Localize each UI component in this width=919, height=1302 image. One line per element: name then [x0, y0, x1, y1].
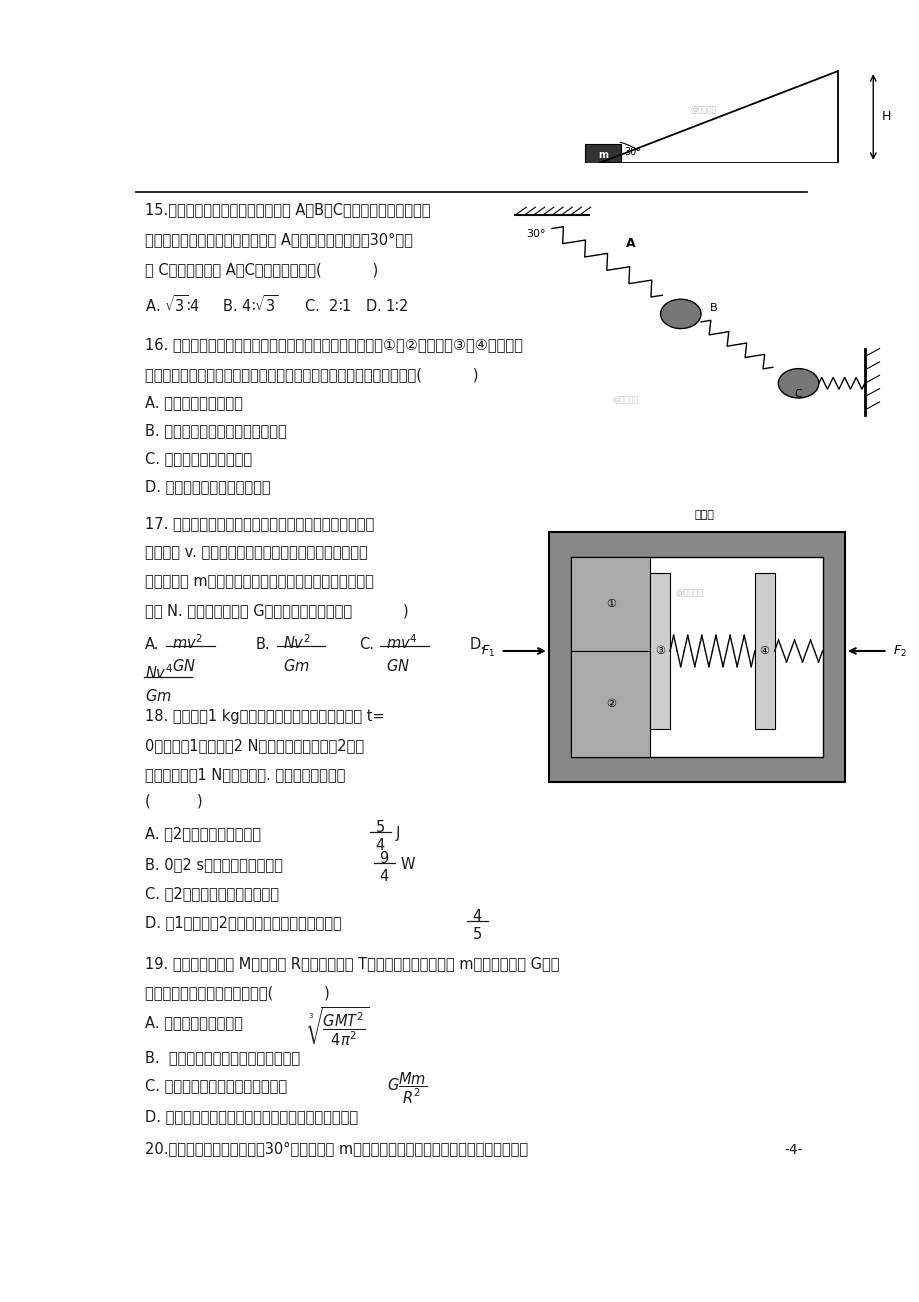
Text: $mv^{2}$: $mv^{2}$	[172, 634, 203, 652]
Circle shape	[777, 368, 818, 398]
FancyBboxPatch shape	[650, 573, 669, 729]
Text: 17. 一卫星绕某一行星表面附近做匀速圆周运动，其线速: 17. 一卫星绕某一行星表面附近做匀速圆周运动，其线速	[145, 516, 374, 531]
Text: $5$: $5$	[471, 926, 482, 943]
Text: 15.如图所示，用完全相同的轻弹簧 A、B、C将两个相同的小球连接: 15.如图所示，用完全相同的轻弹簧 A、B、C将两个相同的小球连接	[145, 202, 430, 217]
Text: $9$: $9$	[379, 850, 390, 866]
Text: 受到同方向的1 N的外力作用. 下列判断正确的是: 受到同方向的1 N的外力作用. 下列判断正确的是	[145, 767, 345, 781]
Text: A: A	[625, 237, 634, 250]
Text: $5$: $5$	[375, 819, 385, 835]
Text: W: W	[400, 857, 414, 872]
Text: J: J	[395, 825, 399, 841]
Text: -4-: -4-	[784, 1143, 802, 1156]
Text: $4$: $4$	[379, 868, 390, 884]
Text: $Gm$: $Gm$	[145, 687, 171, 703]
Text: 30°: 30°	[623, 147, 641, 158]
Text: @正确教育: @正确教育	[612, 395, 638, 404]
Text: 20.如图，一固定斜面倾角为30°，一质量为 m的小物块自斜面底端以一定的初速度，沿斜面: 20.如图，一固定斜面倾角为30°，一质量为 m的小物块自斜面底端以一定的初速度…	[145, 1141, 528, 1156]
Text: D. 第1秒内与第2秒内质点动能增加量的比值是: D. 第1秒内与第2秒内质点动能增加量的比值是	[145, 915, 341, 930]
Text: ④: ④	[759, 646, 769, 656]
Text: A. 卫星距地面的高度为: A. 卫星距地面的高度为	[145, 1016, 243, 1030]
Text: 楔块与弹簧盒、垫板间均有摩擦。在车厢相互撞击使弹簧压缩的过程中(           ): 楔块与弹簧盒、垫板间均有摩擦。在车厢相互撞击使弹簧压缩的过程中( )	[145, 367, 478, 381]
Text: 并悬挂，小球处于静止状态，弹簧 A与竖直方向的夹角为30°，弹: 并悬挂，小球处于静止状态，弹簧 A与竖直方向的夹角为30°，弹	[145, 233, 413, 247]
Text: 数为 N. 已知引力常量为 G，则这颗行星的质量为           ): 数为 N. 已知引力常量为 G，则这颗行星的质量为 )	[145, 603, 408, 618]
Text: B.  卫星的运行速度小于第一宇宙速度: B. 卫星的运行速度小于第一宇宙速度	[145, 1051, 300, 1065]
Text: B. 0～2 s内外力的平均功率是: B. 0～2 s内外力的平均功率是	[145, 857, 282, 872]
Text: B: B	[709, 303, 717, 314]
Text: C. 摩擦力做功消耗机械能: C. 摩擦力做功消耗机械能	[145, 450, 252, 466]
Text: C. 卫星运行时受到的向心力大小为: C. 卫星运行时受到的向心力大小为	[145, 1078, 287, 1094]
Text: $mv^{4}$: $mv^{4}$	[386, 634, 417, 652]
Text: ②: ②	[605, 699, 615, 710]
Text: $F_1$: $F_1$	[481, 643, 494, 659]
Text: @正确教育: @正确教育	[675, 587, 703, 596]
Text: 16. 如图是安装在列车车厢之间的摩擦缓冲器结构图。图中①和②为楔块，③和④为垫板，: 16. 如图是安装在列车车厢之间的摩擦缓冲器结构图。图中①和②为楔块，③和④为垫…	[145, 337, 522, 352]
FancyBboxPatch shape	[584, 145, 620, 163]
Text: ①: ①	[605, 599, 615, 609]
Text: B. 弹簧的弹性势能全部转化为动能: B. 弹簧的弹性势能全部转化为动能	[145, 423, 287, 437]
Text: $4$: $4$	[375, 837, 385, 853]
Text: D. 垫板的动能全部转化为内能: D. 垫板的动能全部转化为内能	[145, 479, 270, 493]
FancyBboxPatch shape	[548, 533, 845, 783]
Text: 19. 已知地球质量为 M，半径为 R，自转周期为 T，地球同步卫星质量为 m，引力常量为 G，有: 19. 已知地球质量为 M，半径为 R，自转周期为 T，地球同步卫星质量为 m，…	[145, 956, 559, 971]
Text: @正确教育: @正确教育	[690, 105, 716, 113]
Text: 30°: 30°	[526, 229, 545, 238]
Text: A. $\sqrt{3}$∶4     B. 4∶$\sqrt{3}$      C.  2∶1   D. 1∶2: A. $\sqrt{3}$∶4 B. 4∶$\sqrt{3}$ C. 2∶1 D…	[145, 293, 408, 315]
FancyBboxPatch shape	[754, 573, 774, 729]
Text: $F_2$: $F_2$	[892, 643, 906, 659]
Text: A. 第2秒内外力所做的功是: A. 第2秒内外力所做的功是	[145, 825, 261, 841]
Text: C: C	[794, 388, 801, 398]
Text: 关同步卫星，下列表述正确的是(           ): 关同步卫星，下列表述正确的是( )	[145, 986, 329, 1000]
Text: $Nv^{4}$: $Nv^{4}$	[145, 664, 173, 682]
Text: $4$: $4$	[471, 909, 482, 924]
FancyBboxPatch shape	[571, 557, 822, 758]
Text: 弹簧盒: 弹簧盒	[693, 510, 713, 521]
Text: $GN$: $GN$	[172, 658, 196, 673]
Text: ③: ③	[654, 646, 664, 656]
Text: C.: C.	[358, 638, 373, 652]
Text: 量一质量为 m的物体重力，物体静止时，弹簧测力计的示: 量一质量为 m的物体重力，物体静止时，弹簧测力计的示	[145, 574, 373, 590]
Text: $Gm$: $Gm$	[282, 658, 309, 673]
Text: m: m	[597, 150, 607, 160]
Text: 18. 一质量为1 kg的质点静止于光滑水平面上，从 t=: 18. 一质量为1 kg的质点静止于光滑水平面上，从 t=	[145, 708, 384, 724]
Text: A. 缓冲器的机械能守恒: A. 缓冲器的机械能守恒	[145, 395, 243, 410]
Circle shape	[660, 299, 700, 328]
Text: B.: B.	[255, 638, 270, 652]
Text: 0时起，第1秒内受到2 N的水平外力作用，第2秒内: 0时起，第1秒内受到2 N的水平外力作用，第2秒内	[145, 738, 364, 753]
Text: D.: D.	[469, 638, 485, 652]
Text: D. 卫星运行的向心加速度小于地球表面的重力加速度: D. 卫星运行的向心加速度小于地球表面的重力加速度	[145, 1109, 357, 1125]
Text: (          ): ( )	[145, 794, 202, 809]
Text: H: H	[881, 111, 891, 124]
Text: $G\dfrac{Mm}{R^{2}}$: $G\dfrac{Mm}{R^{2}}$	[387, 1070, 427, 1105]
Text: 度大小为 v. 假设宇航员在该行星表面上用弹簧测力计测: 度大小为 v. 假设宇航员在该行星表面上用弹簧测力计测	[145, 546, 368, 560]
Text: $\sqrt[3]{\dfrac{GMT^{2}}{4\pi^{2}}}$: $\sqrt[3]{\dfrac{GMT^{2}}{4\pi^{2}}}$	[306, 1005, 369, 1048]
Text: A.: A.	[145, 638, 159, 652]
FancyBboxPatch shape	[571, 557, 650, 651]
Text: $GN$: $GN$	[386, 658, 409, 673]
Text: 簧 C水平，则弹簧 A、C的伸长量之比为(           ): 簧 C水平，则弹簧 A、C的伸长量之比为( )	[145, 263, 378, 277]
Text: C. 第2秒末外力的瞬时功率最大: C. 第2秒末外力的瞬时功率最大	[145, 887, 278, 901]
Text: $Nv^{2}$: $Nv^{2}$	[282, 634, 310, 652]
FancyBboxPatch shape	[571, 651, 650, 758]
